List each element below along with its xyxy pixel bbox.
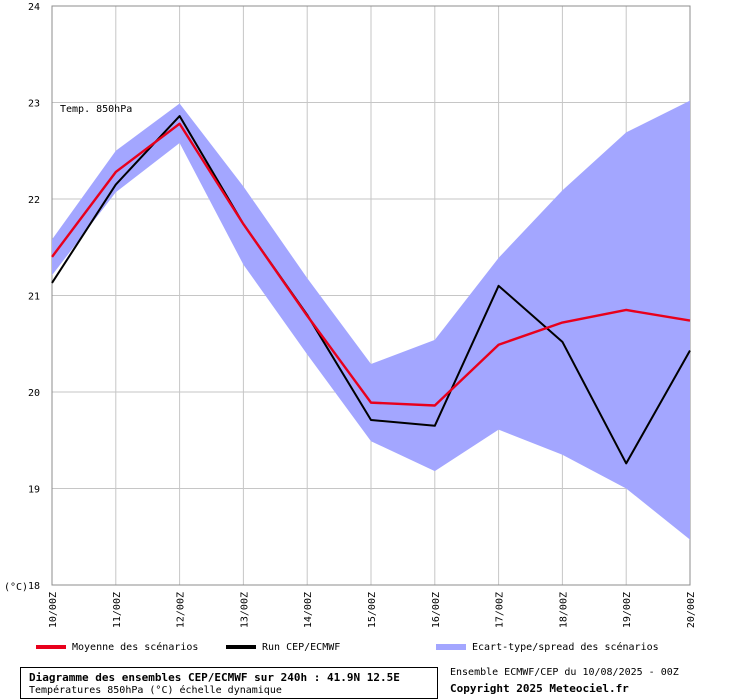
run-info: Ensemble ECMWF/CEP du 10/08/2025 - 00Z (450, 667, 679, 678)
mean-line (51, 122, 691, 407)
y-axis-ticks: 18 19 20 21 22 23 24 (28, 2, 40, 592)
legend-spread-label: Ecart-type/spread des scénarios (472, 641, 659, 653)
run-info-block: Ensemble ECMWF/CEP du 10/08/2025 - 00Z C… (450, 666, 679, 698)
legend-run: Run CEP/ECMWF (226, 639, 340, 655)
spread-band-layer (52, 100, 690, 540)
legend-mean: Moyenne des scénarios (36, 639, 198, 655)
x-tick-label: 15/00Z (367, 592, 378, 628)
y-tick-label: 21 (28, 292, 40, 303)
x-tick-label: 17/00Z (495, 592, 506, 628)
x-tick-label: 13/00Z (239, 592, 250, 628)
copyright: Copyright 2025 Meteociel.fr (450, 682, 629, 695)
legend-mean-swatch (36, 645, 66, 649)
y-tick-label: 18 (28, 581, 40, 592)
x-tick-label: 16/00Z (431, 592, 442, 628)
y-tick-label: 24 (28, 2, 40, 13)
chart-title: Temp. 850hPa (60, 104, 132, 115)
legend-spread: Ecart-type/spread des scénarios (436, 639, 659, 655)
x-tick-label: 19/00Z (622, 592, 633, 628)
series-lines-layer (51, 115, 691, 465)
y-tick-label: 22 (28, 195, 40, 206)
x-axis-ticks: 10/00Z 11/00Z 12/00Z 13/00Z 14/00Z 15/00Z 16/0… (48, 592, 697, 628)
spread-band (52, 100, 690, 540)
legend-run-label: Run CEP/ECMWF (262, 641, 341, 653)
x-tick-label: 18/00Z (558, 592, 569, 628)
x-tick-label: 14/00Z (303, 592, 314, 628)
y-unit-label: (°C) (4, 582, 28, 593)
y-tick-label: 19 (28, 485, 40, 496)
x-tick-label: 11/00Z (112, 592, 123, 628)
y-tick-label: 23 (28, 99, 40, 110)
diagram-subtitle: Températures 850hPa (°C) échelle dynamiq… (29, 685, 282, 696)
legend-mean-label: Moyenne des scénarios (72, 641, 199, 653)
diagram-title: Diagramme des ensembles CEP/ECMWF sur 24… (29, 671, 400, 684)
legend-run-swatch (226, 645, 256, 649)
y-tick-label: 20 (28, 388, 40, 399)
x-tick-label: 20/00Z (686, 592, 697, 628)
legend-spread-swatch (436, 644, 466, 650)
x-tick-label: 10/00Z (48, 592, 59, 628)
x-tick-label: 12/00Z (176, 592, 187, 628)
diagram-info-box: Diagramme des ensembles CEP/ECMWF sur 24… (20, 667, 438, 699)
